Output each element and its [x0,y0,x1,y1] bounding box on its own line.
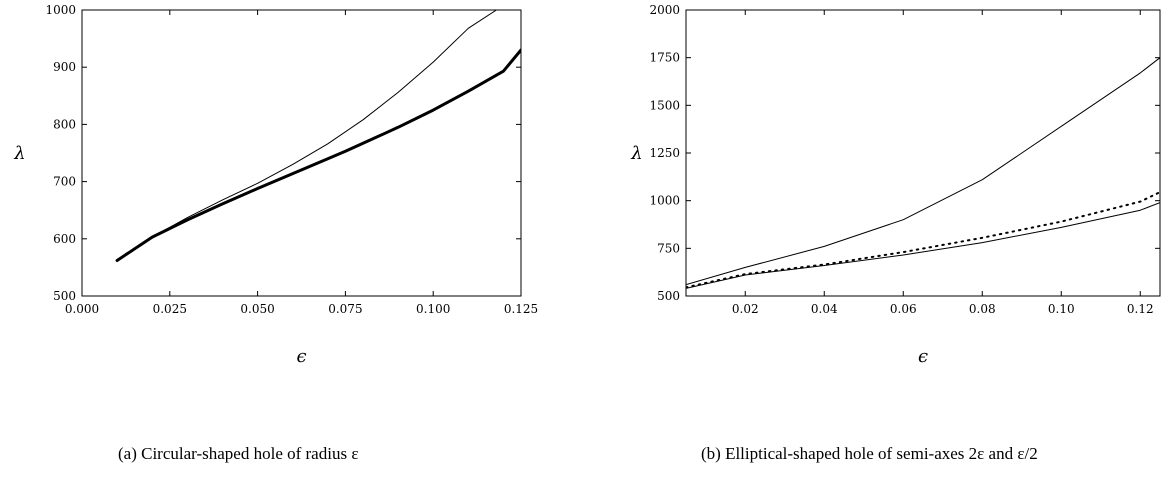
y-tick-label: 2000 [649,3,680,17]
chart-elliptical-hole: 0.02 0.04 0.06 0.08 0.10 0.12 500 750 1000 1250 15… [630,3,1161,367]
y-tick-label: 1000 [649,194,680,208]
x-tick-label: 0.12 [1127,302,1154,316]
y-axis-label: λ [630,143,642,164]
x-tick-label: 0.10 [1048,302,1075,316]
y-tick-label: 750 [657,241,680,255]
series-line-1 [686,57,1160,286]
y-axis-label: λ [13,143,25,164]
y-tick-label: 1250 [649,146,680,160]
x-tick-label: 0.000 [65,302,99,316]
x-tick-label: 0.025 [153,302,187,316]
caption-a: (a) Circular-shaped hole of radius ε [118,444,359,463]
y-tick-label: 600 [53,232,76,246]
x-tick-label: 0.075 [328,302,362,316]
y-tick-label: 700 [53,175,76,189]
y-tick-label: 500 [53,289,76,303]
series-line-2 [686,202,1160,289]
x-tick-label: 0.08 [969,302,996,316]
y-tick-label: 900 [53,60,76,74]
y-tick-label: 1000 [45,3,76,17]
caption-b: (b) Elliptical-shaped hole of semi-axes … [701,444,1038,463]
y-tick-label: 800 [53,117,76,131]
series-line-3 [686,191,1160,289]
x-tick-label: 0.02 [732,302,759,316]
plot-frame [685,9,1161,297]
x-tick-label: 0.06 [890,302,917,316]
x-axis-label: ϵ [296,346,306,367]
series-line-1 [116,10,497,261]
y-tick-label: 1500 [649,98,680,112]
x-tick-label: 0.050 [240,302,274,316]
x-tick-label: 0.125 [504,302,538,316]
plot-frame [81,9,522,297]
y-tick-label: 500 [657,289,680,303]
x-axis-label: ϵ [918,346,928,367]
x-tick-label: 0.100 [416,302,450,316]
y-tick-label: 1750 [649,51,680,65]
series-line-2 [115,48,521,262]
x-tick-label: 0.04 [811,302,838,316]
chart-circular-hole: 0.000 0.025 0.050 0.075 0.100 0.125 500 600 700 8… [13,3,538,367]
